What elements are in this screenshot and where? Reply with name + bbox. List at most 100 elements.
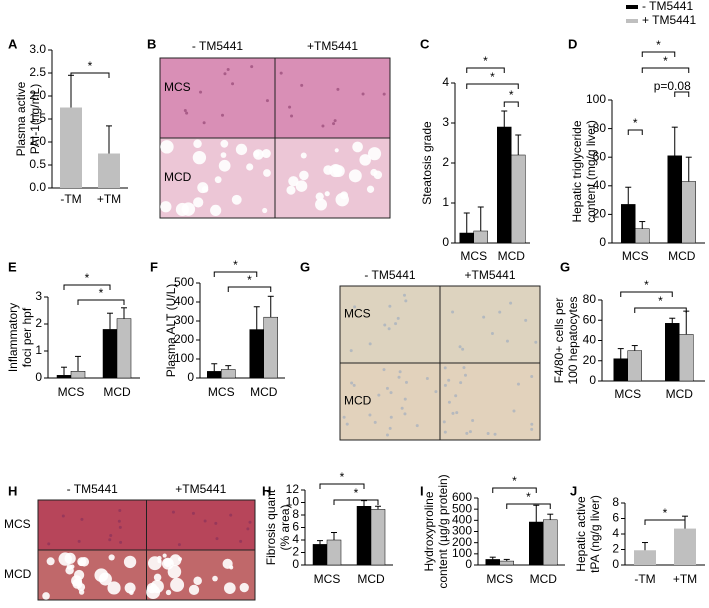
y-tick-label: 400 xyxy=(452,513,472,527)
bar xyxy=(667,155,682,244)
significance-label: * xyxy=(644,278,649,292)
error-bar xyxy=(121,307,127,319)
tissue-texture xyxy=(530,422,534,426)
tissue-texture xyxy=(382,92,386,96)
error-bar xyxy=(533,504,540,523)
significance-label: p=0.08 xyxy=(654,79,691,93)
significance-bracket xyxy=(319,483,365,489)
tissue-texture xyxy=(253,149,264,160)
bar xyxy=(627,350,642,382)
y-tick-label: 2.0 xyxy=(29,88,46,102)
tissue-texture xyxy=(334,148,339,153)
x-tick-label: MCD xyxy=(530,572,558,586)
y-tick-label: 600 xyxy=(452,490,472,504)
y-axis-label: 100 hepatocytes xyxy=(566,296,580,384)
tissue-texture xyxy=(108,554,115,561)
y-tick-label: 200 xyxy=(174,332,194,346)
tissue-texture xyxy=(118,508,122,512)
y-axis-label: Plasma active xyxy=(14,81,28,156)
y-axis-label: Hydroxyproline xyxy=(422,491,436,571)
error-bar xyxy=(503,558,510,562)
tissue-texture xyxy=(348,169,362,183)
tissue-texture xyxy=(383,323,387,327)
y-tick-label: 80 xyxy=(593,121,607,135)
bar xyxy=(529,521,544,566)
tissue-texture xyxy=(463,373,467,377)
tissue-texture xyxy=(218,159,231,172)
bar xyxy=(485,559,500,566)
y-tick-label: 1 xyxy=(442,195,449,209)
tissue-texture xyxy=(524,318,528,322)
x-tick-label: MCD xyxy=(668,249,696,263)
error-bar xyxy=(361,500,367,507)
tissue-texture xyxy=(359,154,371,166)
tissue-texture xyxy=(462,366,466,370)
tissue-texture xyxy=(231,82,235,86)
tissue-texture xyxy=(210,204,222,217)
column-label: - TM5441 xyxy=(67,482,118,496)
tissue-texture xyxy=(389,415,393,419)
tissue-texture xyxy=(352,141,363,153)
tissue-texture xyxy=(94,568,109,583)
y-tick-label: 0 xyxy=(589,373,596,387)
tissue-image xyxy=(159,57,276,139)
bar xyxy=(356,506,372,566)
column-label: +TM5441 xyxy=(307,39,358,53)
tissue-texture xyxy=(398,370,402,374)
error-bar xyxy=(317,540,323,545)
tissue-texture xyxy=(181,202,196,216)
tissue-texture xyxy=(377,393,381,397)
tissue-texture xyxy=(321,124,325,128)
panel-letter: F xyxy=(150,259,158,274)
row-label: MCD xyxy=(344,394,372,408)
significance-label: * xyxy=(633,116,638,130)
error-bar xyxy=(477,206,484,231)
y-tick-label: 400 xyxy=(174,294,194,308)
y-tick-label: 8 xyxy=(292,507,299,521)
significance-label: * xyxy=(509,88,514,102)
tissue-texture xyxy=(109,533,113,537)
x-tick-label: MCS xyxy=(208,385,235,399)
tissue-texture xyxy=(367,147,382,161)
y-axis-label: Steatosis grade xyxy=(420,121,434,205)
y-tick-label: 200 xyxy=(452,535,472,549)
significance-label: * xyxy=(526,490,531,504)
panel-letter: G xyxy=(560,259,570,274)
tissue-texture xyxy=(434,390,438,394)
error-bar xyxy=(501,110,508,127)
error-bar xyxy=(685,156,692,182)
tissue-texture xyxy=(403,412,407,416)
bar xyxy=(635,228,650,244)
y-tick-label: 60 xyxy=(583,312,597,326)
legend-swatch xyxy=(626,19,638,23)
tissue-texture xyxy=(373,420,377,424)
x-tick-label: MCS xyxy=(622,249,649,263)
tissue-image xyxy=(146,499,256,551)
tissue-texture xyxy=(333,119,337,123)
tissue-texture xyxy=(370,168,378,177)
error-bar xyxy=(683,310,690,335)
tissue-texture xyxy=(388,426,392,430)
significance-label: * xyxy=(233,258,238,272)
tissue-texture xyxy=(262,207,268,214)
y-tick-label: 80 xyxy=(583,292,597,306)
tissue-texture xyxy=(226,67,230,71)
tissue-texture xyxy=(447,378,451,382)
tissue-texture xyxy=(286,185,296,195)
significance-label: * xyxy=(663,506,668,520)
y-tick-label: 0 xyxy=(292,557,299,571)
tissue-texture xyxy=(167,564,182,579)
tissue-texture xyxy=(118,525,122,529)
legend-label: + TM5441 xyxy=(642,13,696,27)
tissue-texture xyxy=(239,539,243,543)
column-label: - TM5441 xyxy=(364,268,415,282)
y-tick-label: 10 xyxy=(286,495,300,509)
error-bar xyxy=(211,363,218,372)
bar xyxy=(312,544,328,566)
tissue-texture xyxy=(385,433,389,437)
x-tick-label: MCD xyxy=(498,249,526,263)
error-bar xyxy=(547,513,554,520)
tissue-texture xyxy=(193,576,202,586)
tissue-texture xyxy=(442,420,446,424)
significance-label: * xyxy=(490,70,495,84)
